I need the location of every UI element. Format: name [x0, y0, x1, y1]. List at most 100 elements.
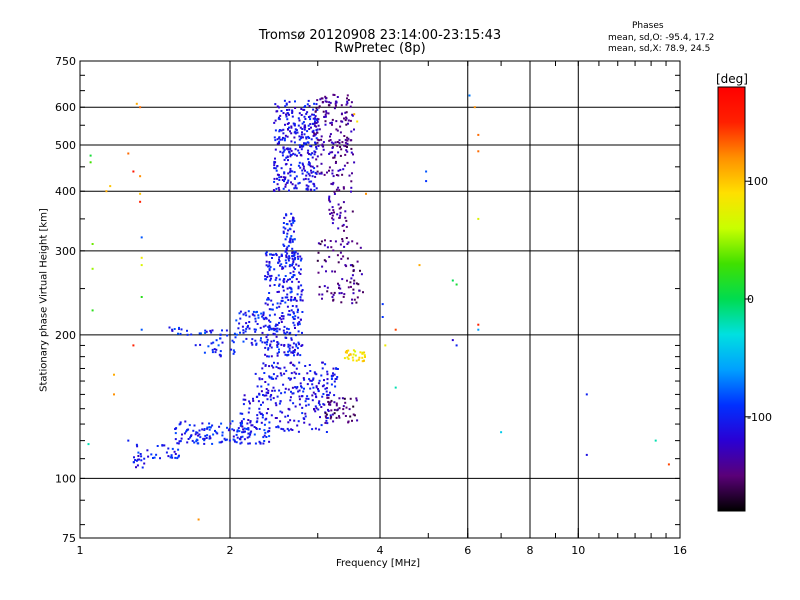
data-point [351, 274, 354, 277]
data-point [296, 131, 299, 134]
data-point [299, 318, 302, 321]
data-point [315, 373, 318, 376]
data-point [282, 136, 284, 139]
data-point [140, 459, 143, 462]
data-point [318, 400, 321, 403]
data-point [174, 456, 177, 459]
data-point [139, 106, 142, 109]
data-point [298, 144, 301, 147]
data-point [318, 403, 321, 406]
data-point [320, 153, 323, 156]
data-point [132, 461, 135, 464]
data-point [239, 421, 242, 424]
data-point [255, 343, 258, 346]
data-point [270, 355, 273, 358]
data-point [354, 354, 357, 357]
data-point [274, 328, 277, 331]
data-point [346, 102, 349, 105]
data-point [294, 348, 296, 351]
data-point [276, 354, 279, 357]
data-point [270, 346, 273, 349]
data-point [322, 384, 325, 387]
data-point [356, 242, 359, 245]
data-point [268, 268, 271, 270]
data-point [317, 144, 320, 147]
data-point [324, 260, 327, 263]
data-point [297, 287, 300, 290]
data-point [299, 126, 302, 129]
data-point [276, 110, 279, 113]
data-point [266, 333, 269, 336]
data-point [193, 424, 196, 427]
data-point [290, 428, 293, 431]
data-point [291, 305, 294, 307]
data-point [290, 212, 293, 215]
data-point [165, 451, 168, 454]
data-point [262, 317, 265, 320]
data-point [288, 227, 291, 230]
data-point [292, 321, 295, 324]
data-point [351, 356, 354, 359]
data-point [290, 337, 293, 340]
data-point [279, 372, 282, 375]
chart-title: Tromsø 20120908 23:14:00-23:15:43 [258, 28, 502, 43]
data-point [294, 405, 297, 408]
data-point [213, 348, 216, 351]
data-point [266, 355, 269, 358]
data-point [304, 142, 307, 145]
data-point [361, 352, 364, 355]
data-point [262, 394, 264, 396]
data-point [314, 405, 317, 408]
data-point [295, 175, 298, 178]
data-point [259, 326, 262, 329]
data-point [273, 284, 276, 286]
data-point [340, 148, 343, 151]
data-point [275, 365, 278, 368]
data-point [296, 353, 299, 356]
data-point [139, 453, 142, 455]
data-point [344, 216, 347, 219]
data-point [323, 116, 326, 118]
data-point [309, 144, 312, 147]
data-point [300, 293, 303, 296]
y-tick-label: 400 [55, 185, 76, 198]
data-point [262, 362, 265, 365]
data-point [332, 372, 334, 375]
data-point [232, 435, 235, 438]
data-point [295, 343, 298, 346]
data-point [300, 137, 302, 140]
data-point [280, 392, 283, 395]
data-point [326, 171, 328, 174]
data-point [212, 341, 215, 344]
data-point [333, 156, 336, 159]
data-point [300, 386, 303, 389]
data-point [283, 171, 286, 174]
data-point [254, 339, 257, 342]
data-point [339, 214, 342, 217]
data-point [280, 427, 283, 430]
data-point [312, 170, 315, 173]
data-point [291, 429, 294, 431]
data-point [266, 276, 269, 278]
data-point [291, 251, 294, 254]
data-point [290, 299, 293, 302]
data-point [293, 187, 296, 190]
data-point [326, 396, 329, 399]
data-point [339, 125, 342, 128]
data-point [273, 268, 276, 271]
data-point [313, 150, 316, 153]
data-point [336, 213, 339, 216]
data-point [468, 94, 471, 97]
data-point [334, 104, 337, 107]
data-point [290, 140, 293, 143]
data-point [352, 292, 355, 295]
data-point [276, 302, 279, 305]
data-point [263, 394, 266, 397]
data-point [239, 438, 242, 441]
data-point [177, 448, 180, 451]
data-point [317, 242, 320, 245]
data-point [451, 339, 454, 342]
data-point [269, 344, 271, 347]
data-point [272, 253, 275, 256]
